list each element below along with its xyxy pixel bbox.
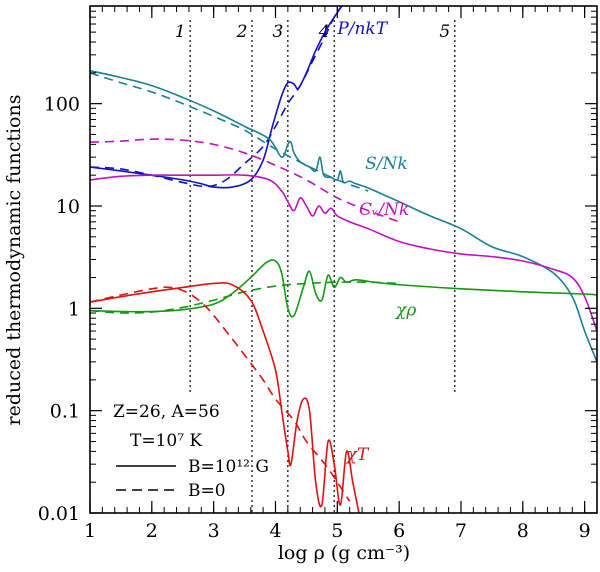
x-tick-label: 2 <box>146 520 158 542</box>
temperature-annotation: T=10⁷ K <box>130 431 202 451</box>
region-label-2: 2 <box>236 22 248 42</box>
axis-ticks: 1 2 3 4 5 6 7 8 9 0.01 0.1 1 10 100 <box>38 5 598 542</box>
series-label-1: S/Nk <box>365 154 408 174</box>
series-dashed-1 <box>90 6 343 188</box>
legend-dashed-label: B=0 <box>188 481 226 501</box>
x-tick-label: 3 <box>208 520 220 542</box>
region-label-5: 5 <box>439 22 450 42</box>
series-dashed-7 <box>90 281 400 314</box>
x-axis-label: log ρ (g cm⁻³) <box>278 542 410 564</box>
series-solid-4 <box>90 174 597 332</box>
x-tick-label: 6 <box>393 520 405 542</box>
legend-solid-label: B=10¹² G <box>188 457 269 477</box>
y-tick-label: 0.1 <box>50 401 80 423</box>
y-tick-label: 0.01 <box>38 503 80 525</box>
x-tick-label: 5 <box>331 520 343 542</box>
x-tick-label: 4 <box>269 520 281 542</box>
series-solid-2 <box>90 69 597 363</box>
x-tick-label: 7 <box>455 520 467 542</box>
x-tick-label: 1 <box>84 520 96 542</box>
y-tick-label: 100 <box>44 94 80 116</box>
series-solid-8 <box>90 282 360 513</box>
series-labels: P/nkT S/Nk Cᵥ/Nk χρ χT <box>336 19 416 465</box>
series-label-0: P/nkT <box>336 19 388 39</box>
composition-annotation: Z=26, A=56 <box>113 402 220 422</box>
series-solid-6 <box>90 259 597 318</box>
y-axis-label: reduced thermodynamic functions <box>3 95 25 426</box>
plot-frame <box>89 5 598 514</box>
series-dashed-5 <box>90 138 400 223</box>
y-tick-label: 1 <box>68 298 80 320</box>
series-label-3: χρ <box>395 301 416 321</box>
region-label-4: 4 <box>318 22 330 42</box>
series-label-2: Cᵥ/Nk <box>359 200 409 220</box>
region-label-1: 1 <box>175 22 186 42</box>
data-curves <box>90 6 597 513</box>
x-tick-label: 9 <box>579 520 591 542</box>
series-dashed-9 <box>90 286 351 502</box>
legend: B=10¹² G B=0 <box>116 457 269 501</box>
x-tick-label: 8 <box>517 520 529 542</box>
series-solid-0 <box>90 6 343 189</box>
y-tick-label: 10 <box>56 196 80 218</box>
region-label-3: 3 <box>272 22 283 42</box>
series-dashed-3 <box>90 72 369 192</box>
series-label-4: χT <box>346 445 370 465</box>
region-boundaries: 1 2 3 4 5 <box>175 20 456 513</box>
